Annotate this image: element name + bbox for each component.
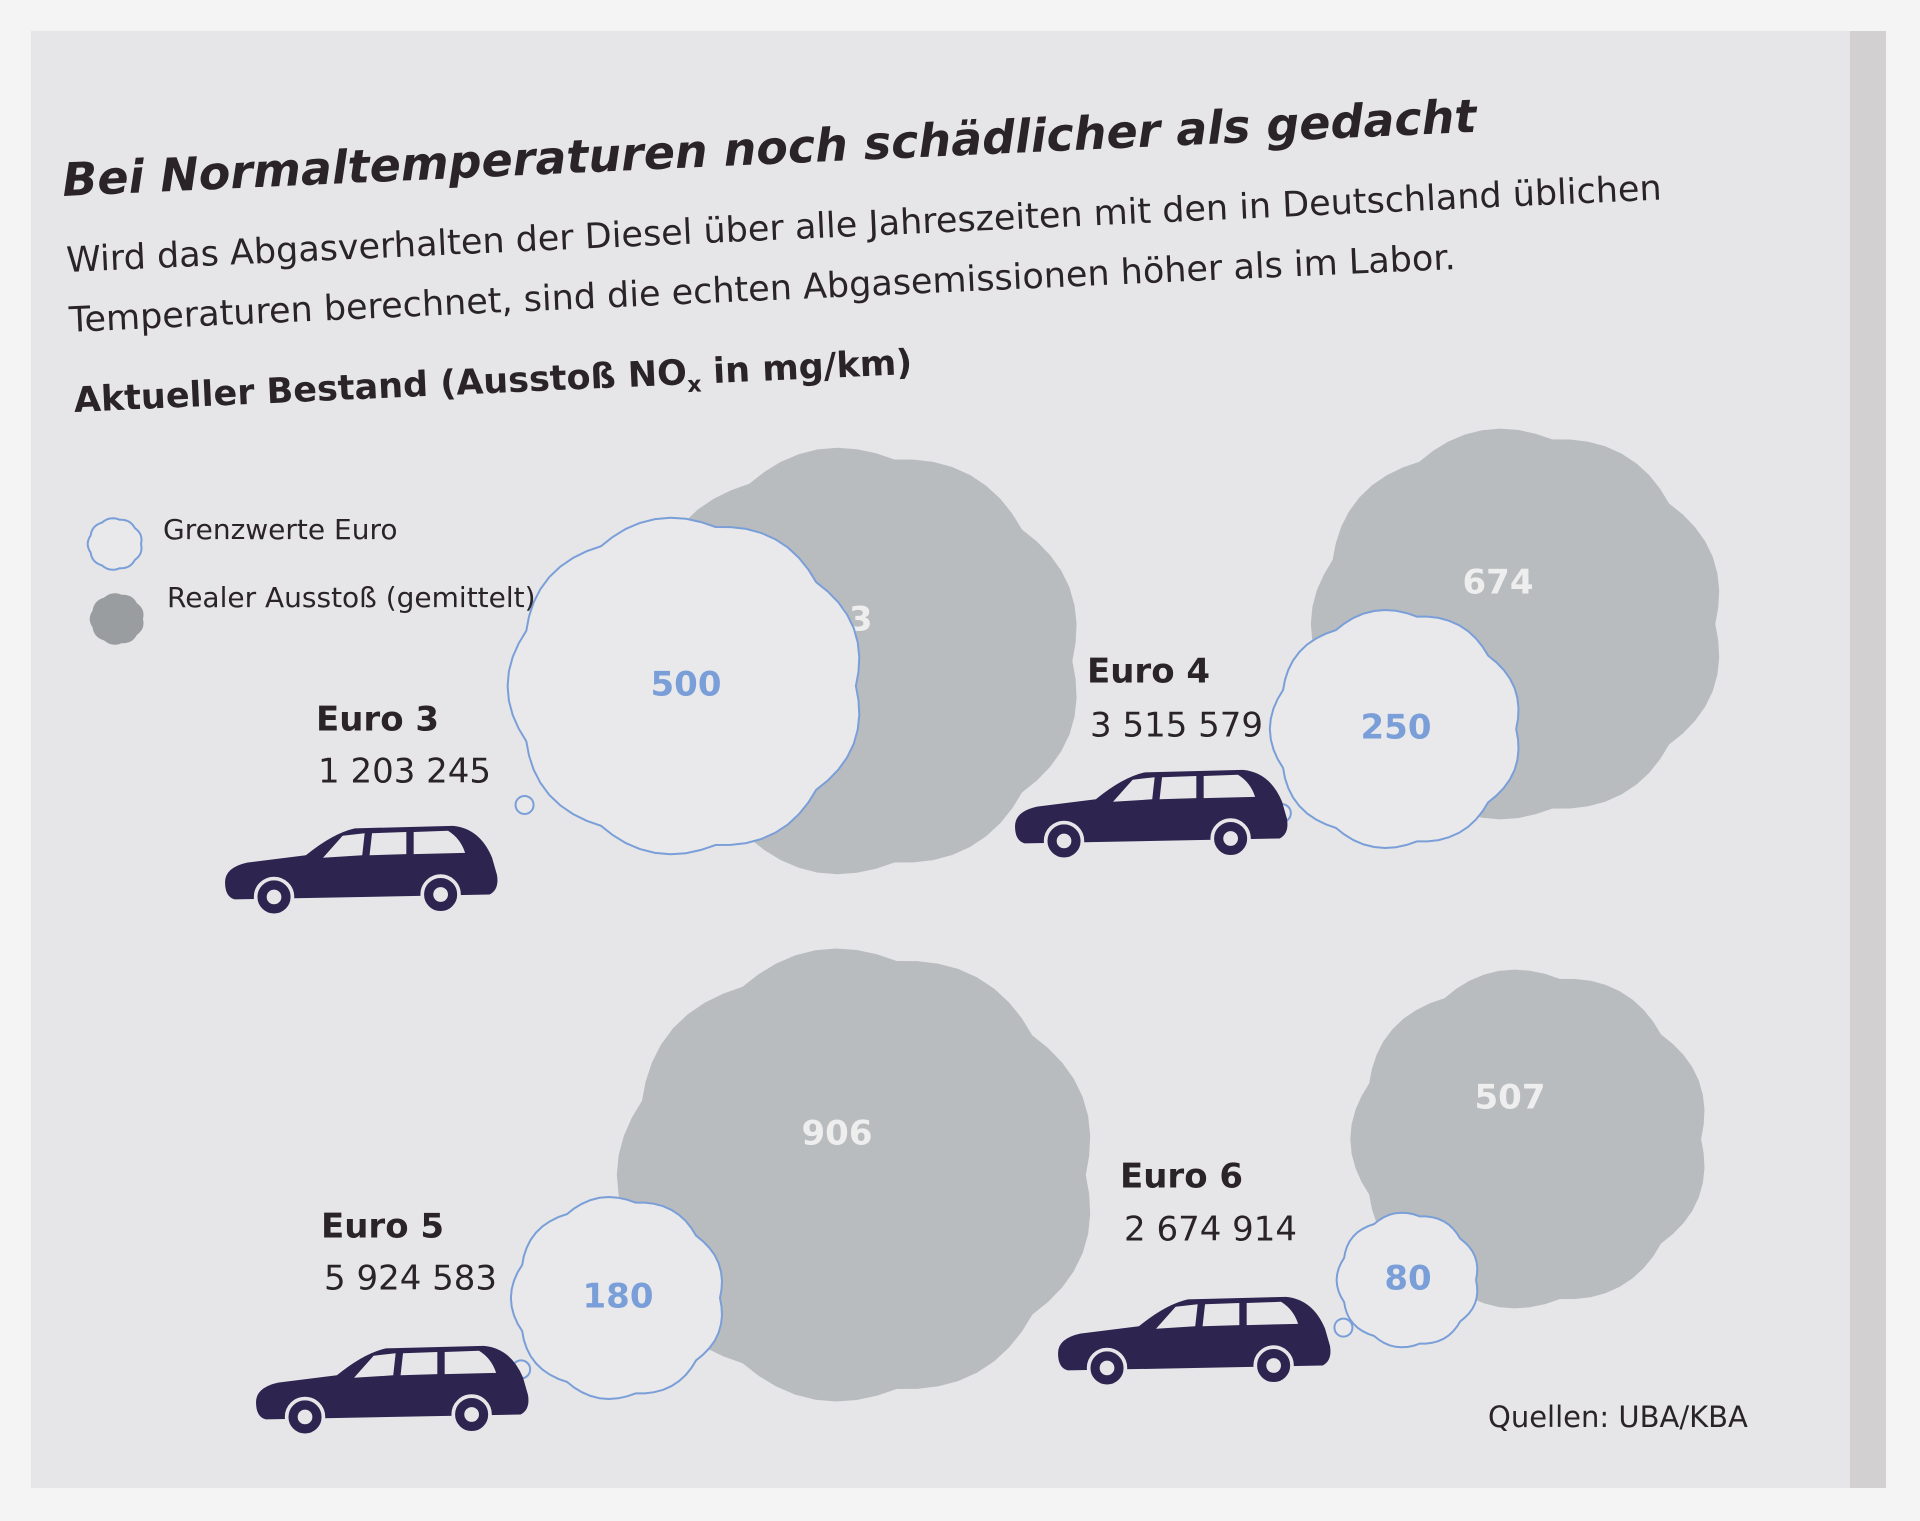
limit-label: 80 bbox=[1384, 1259, 1431, 1299]
limit-cloud bbox=[1268, 608, 1520, 850]
limit-label: 500 bbox=[651, 665, 722, 705]
car-icon bbox=[1013, 768, 1290, 862]
source: Quellen: UBA/KBA bbox=[1488, 1400, 1748, 1434]
real-emission-label: 674 bbox=[1463, 563, 1534, 603]
infographic: Bei Normaltemperaturen noch schädlicher … bbox=[31, 31, 1886, 1488]
legend-real-icon bbox=[89, 593, 144, 645]
group-count: 5 924 583 bbox=[324, 1259, 497, 1299]
page-edge bbox=[1850, 31, 1886, 1488]
real-emission-label: 507 bbox=[1475, 1078, 1546, 1118]
group-count: 2 674 914 bbox=[1124, 1210, 1297, 1250]
limit-cloud bbox=[1335, 1211, 1479, 1349]
legend-real-text: Realer Ausstoß (gemittelt) bbox=[167, 581, 536, 614]
legend-limit-icon bbox=[86, 517, 143, 571]
limit-cloud bbox=[506, 516, 861, 856]
group-name: Euro 4 bbox=[1087, 652, 1210, 692]
group-count: 1 203 245 bbox=[318, 752, 491, 792]
car-icon bbox=[1056, 1295, 1333, 1389]
limit-cloud-bubble bbox=[514, 794, 535, 815]
limit-cloud-bubble bbox=[1333, 1317, 1354, 1338]
limit-cloud bbox=[509, 1195, 724, 1401]
group-count: 3 515 579 bbox=[1090, 706, 1263, 746]
group-name: Euro 6 bbox=[1120, 1157, 1243, 1197]
limit-label: 180 bbox=[583, 1277, 654, 1317]
limit-label: 250 bbox=[1361, 708, 1432, 748]
real-emission-cloud bbox=[616, 948, 1091, 1402]
car-icon bbox=[223, 824, 500, 918]
car-icon bbox=[254, 1344, 531, 1438]
group-name: Euro 5 bbox=[321, 1207, 444, 1247]
legend-limit-text: Grenzwerte Euro bbox=[163, 513, 397, 546]
real-emission-label: 906 bbox=[802, 1114, 873, 1154]
group-name: Euro 3 bbox=[316, 700, 439, 740]
